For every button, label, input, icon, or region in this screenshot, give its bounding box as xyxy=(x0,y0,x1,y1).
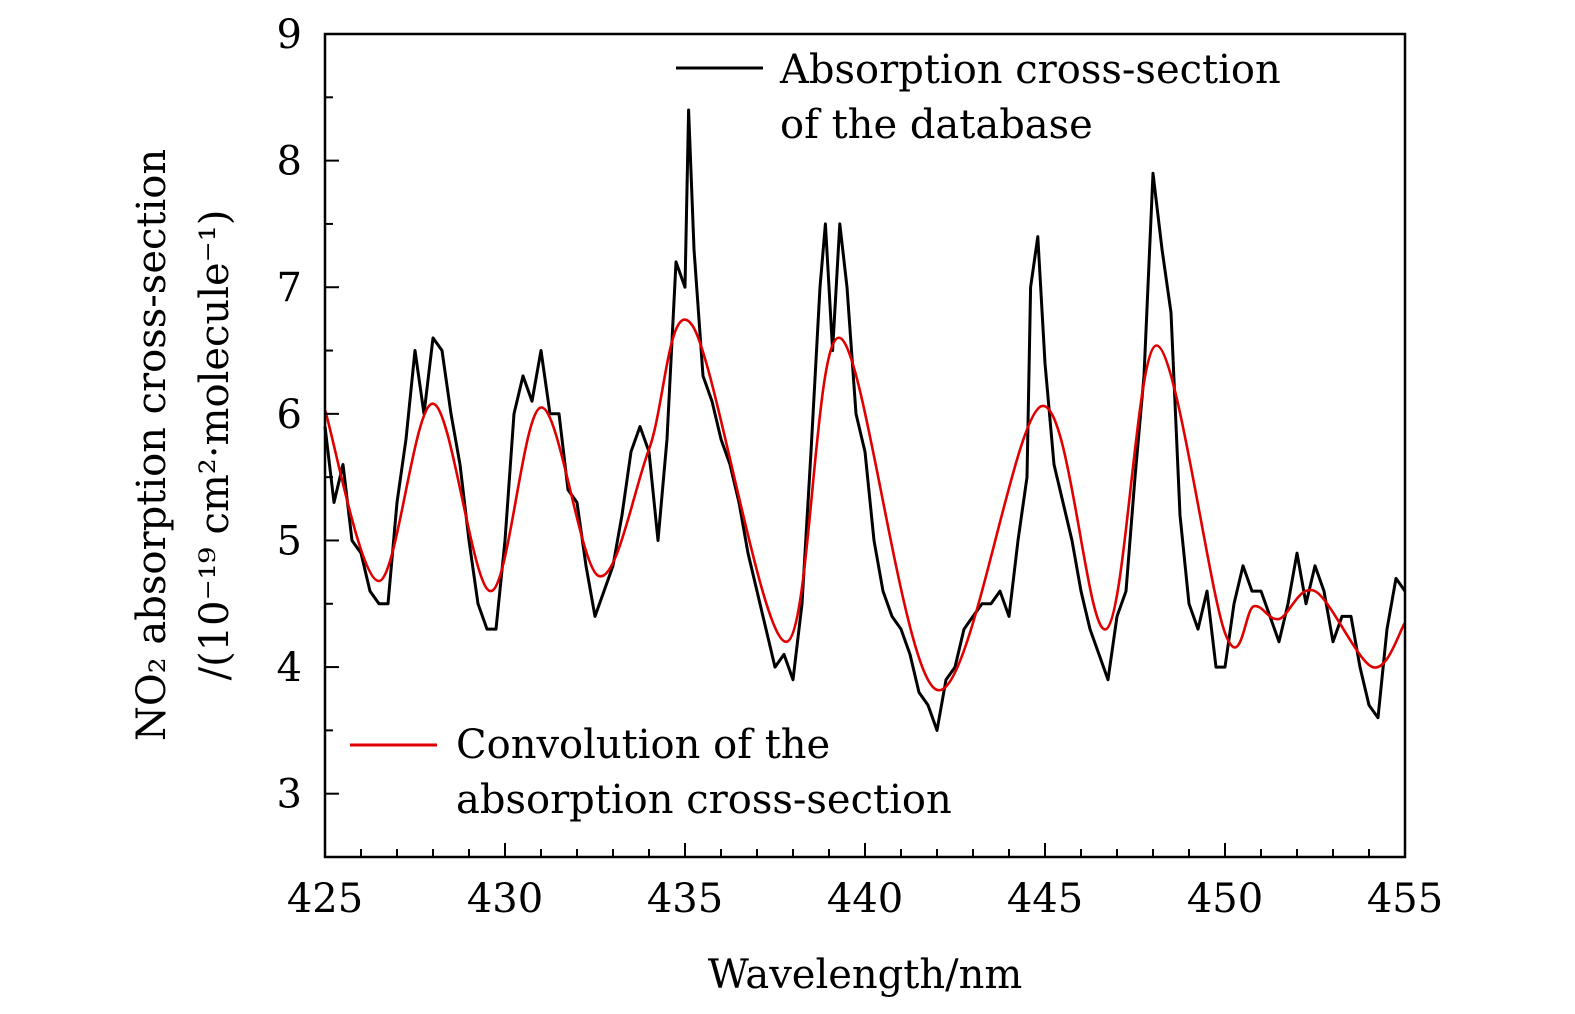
x-tick-labels: 425 430 435 440 445 450 455 xyxy=(287,876,1443,922)
y-tick-label: 8 xyxy=(277,139,302,185)
y-tick-label: 7 xyxy=(277,265,302,311)
legend-convolution: Convolution of the absorption cross-sect… xyxy=(350,722,952,823)
x-tick-label: 445 xyxy=(1007,876,1083,922)
y-tick-label: 9 xyxy=(277,12,302,58)
legend-label-convolution-line1: Convolution of the xyxy=(456,722,830,768)
ticks-layer xyxy=(324,33,1406,857)
x-tick-label: 450 xyxy=(1187,876,1263,922)
legend-label-database-line1: Absorption cross-section xyxy=(779,47,1281,93)
y-axis-title-line2: /(10⁻¹⁹ cm²·molecule⁻¹) xyxy=(192,210,238,681)
x-tick-label: 440 xyxy=(827,876,903,922)
x-tick-label: 435 xyxy=(647,876,723,922)
y-tick-label: 6 xyxy=(277,392,302,438)
y-tick-label: 5 xyxy=(277,518,302,564)
y-tick-label: 3 xyxy=(277,772,302,818)
legend-label-convolution-line2: absorption cross-section xyxy=(456,777,952,823)
series-layer xyxy=(323,108,1407,732)
y-tick-label: 4 xyxy=(277,645,302,691)
y-axis-title-line1: NO₂ absorption cross-section xyxy=(129,149,175,741)
y-tick-labels: 3 4 5 6 7 8 9 xyxy=(277,12,302,818)
series-convolution-line xyxy=(323,318,1407,692)
x-tick-label: 430 xyxy=(467,876,543,922)
x-axis-title: Wavelength/nm xyxy=(708,952,1023,998)
x-tick-label: 455 xyxy=(1367,876,1443,922)
x-tick-label: 425 xyxy=(287,876,363,922)
series-database-line xyxy=(323,108,1407,732)
legend-database: Absorption cross-section of the database xyxy=(676,47,1281,148)
legend-label-database-line2: of the database xyxy=(780,102,1093,148)
